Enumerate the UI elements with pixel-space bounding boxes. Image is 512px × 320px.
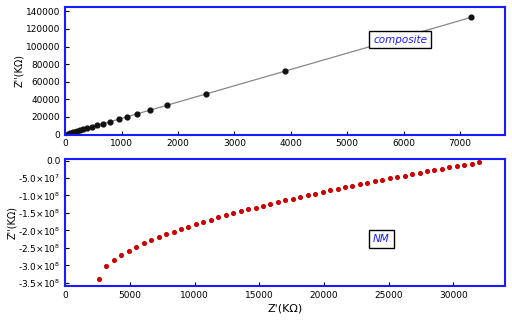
Point	[453, 164, 461, 169]
Point	[140, 241, 148, 246]
Point	[134, 111, 142, 116]
Point	[169, 229, 178, 234]
Point	[475, 160, 483, 165]
Point	[386, 176, 394, 181]
Point	[311, 191, 319, 196]
Y-axis label: Z''(KΩ): Z''(KΩ)	[7, 206, 17, 239]
Point	[266, 201, 274, 206]
Point	[184, 224, 193, 229]
Point	[445, 165, 454, 170]
Point	[202, 91, 210, 96]
Point	[274, 199, 282, 204]
Point	[199, 219, 207, 224]
Point	[163, 103, 171, 108]
Point	[162, 232, 170, 237]
Point	[423, 169, 431, 174]
Point	[378, 177, 387, 182]
Point	[281, 198, 289, 203]
Point	[99, 121, 107, 126]
Point	[460, 162, 468, 167]
Point	[467, 161, 476, 166]
Point	[115, 116, 123, 122]
Point	[106, 119, 115, 124]
Point	[147, 237, 155, 243]
Point	[229, 211, 237, 216]
Point	[431, 167, 439, 172]
Point	[73, 129, 81, 134]
Point	[281, 68, 289, 74]
Point	[415, 170, 423, 175]
Point	[132, 244, 140, 249]
Point	[348, 183, 356, 188]
Point	[244, 207, 252, 212]
Point	[356, 182, 364, 187]
Point	[259, 203, 267, 208]
Point	[393, 174, 401, 180]
Point	[318, 189, 327, 195]
Text: NM: NM	[373, 234, 390, 244]
Point	[237, 209, 245, 214]
Point	[64, 131, 72, 136]
Point	[467, 15, 475, 20]
Point	[146, 108, 154, 113]
Point	[326, 188, 334, 193]
Point	[76, 128, 84, 133]
Point	[371, 179, 379, 184]
Point	[341, 185, 349, 190]
Point	[110, 257, 118, 262]
Point	[289, 196, 297, 201]
Point	[69, 130, 77, 135]
X-axis label: Z'(KΩ): Z'(KΩ)	[268, 303, 303, 313]
Point	[222, 213, 230, 218]
Point	[177, 227, 185, 232]
Point	[400, 173, 409, 178]
Point	[408, 172, 416, 177]
Point	[363, 180, 371, 185]
Point	[438, 166, 446, 171]
Point	[88, 124, 96, 130]
Point	[102, 263, 111, 268]
Point	[333, 186, 342, 191]
Point	[251, 205, 260, 210]
Text: composite: composite	[373, 35, 427, 45]
Point	[79, 127, 88, 132]
Point	[304, 193, 312, 198]
Point	[83, 126, 92, 131]
Point	[123, 114, 132, 119]
Point	[207, 217, 215, 222]
Point	[68, 130, 76, 135]
Point	[296, 194, 304, 199]
Point	[214, 215, 222, 220]
Point	[66, 131, 74, 136]
Point	[155, 235, 163, 240]
Point	[192, 222, 200, 227]
Point	[93, 123, 101, 128]
Point	[71, 129, 79, 134]
Point	[95, 277, 103, 282]
Point	[117, 252, 125, 257]
Y-axis label: Z''(KΩ): Z''(KΩ)	[14, 54, 25, 87]
Point	[125, 248, 133, 253]
